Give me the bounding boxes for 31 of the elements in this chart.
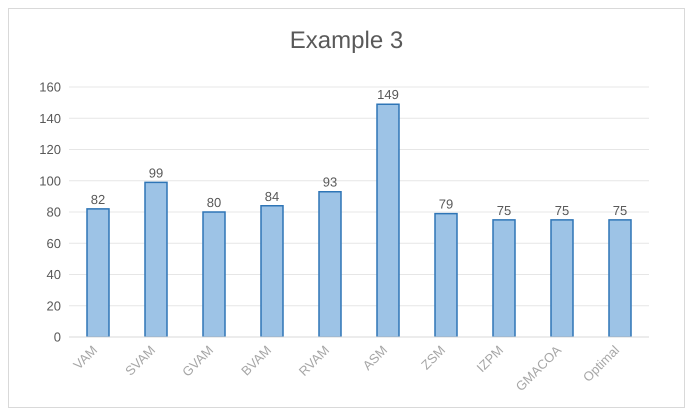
data-label: 93: [322, 174, 338, 190]
bar: [202, 211, 226, 337]
chart-title: Example 3: [288, 26, 404, 56]
y-tick-label: 120: [39, 142, 61, 158]
y-tick-label: 100: [39, 173, 61, 188]
bar: [318, 190, 342, 337]
bar: [144, 182, 168, 337]
y-tick-label: 0: [54, 330, 61, 345]
bar: [376, 103, 400, 337]
data-label: 82: [90, 192, 106, 207]
y-tick-label: 140: [39, 110, 61, 126]
data-label: 75: [554, 202, 570, 218]
y-tick-label: 80: [46, 204, 61, 220]
y-tick-label: 40: [46, 267, 61, 282]
bar: [492, 219, 516, 337]
data-label: 84: [264, 188, 280, 204]
y-tick-label: 160: [39, 80, 61, 95]
data-label: 75: [496, 202, 512, 218]
y-tick-label: 60: [46, 236, 61, 251]
x-tick-label: VAM: [70, 342, 100, 372]
data-label: 75: [612, 202, 628, 218]
data-label: 149: [377, 87, 399, 102]
y-tick-label: 20: [46, 298, 61, 314]
bar: [260, 205, 284, 337]
data-label: 99: [148, 165, 164, 180]
bar: [608, 219, 632, 337]
bar: [86, 208, 110, 337]
data-label: 80: [206, 195, 222, 210]
data-label: 79: [438, 196, 454, 212]
bar: [550, 219, 574, 337]
bar: [434, 212, 458, 337]
